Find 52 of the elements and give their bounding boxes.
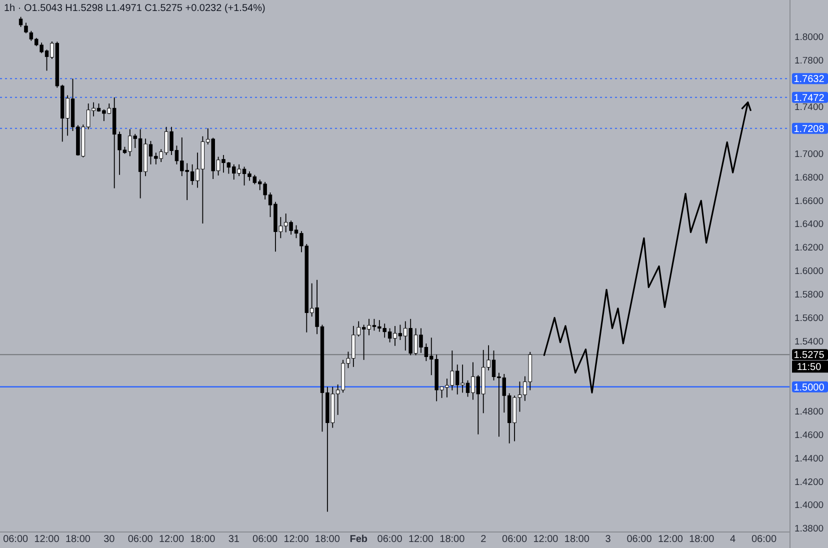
- ref-line-label: 1.7472: [794, 92, 825, 104]
- x-tick-label: 18:00: [689, 534, 715, 545]
- x-tick-label: 18:00: [440, 534, 466, 545]
- y-tick-label: 1.7400: [794, 102, 824, 114]
- x-tick-label: 4: [730, 534, 736, 545]
- y-tick-label: 1.4400: [794, 453, 824, 464]
- x-tick-label: 12:00: [658, 534, 684, 545]
- y-tick-label: 1.6200: [794, 242, 824, 254]
- y-tick-label: 1.7800: [794, 55, 824, 66]
- y-tick-label: 1.5800: [794, 289, 824, 300]
- x-tick-label: 12:00: [159, 534, 184, 545]
- y-tick-label: 1.7000: [794, 148, 824, 160]
- x-tick-label: 06:00: [502, 534, 528, 545]
- y-tick-label: 1.5400: [794, 336, 824, 348]
- x-tick-label: 18:00: [190, 534, 216, 545]
- y-tick-label: 1.4600: [794, 430, 824, 441]
- x-tick-label: 12:00: [408, 534, 434, 545]
- x-tick-label: Feb: [350, 534, 368, 545]
- x-tick-label: 3: [605, 534, 612, 545]
- y-tick-label: 1.3800: [794, 524, 824, 535]
- x-tick-label: 06:00: [752, 534, 777, 545]
- y-tick-label: 1.8000: [794, 32, 824, 43]
- x-tick-label: 06:00: [626, 534, 652, 545]
- y-tick-label: 1.5600: [794, 312, 824, 324]
- x-tick-label: 06:00: [377, 534, 403, 545]
- ref-line-label: 1.7208: [794, 124, 825, 135]
- x-tick-label: 31: [228, 534, 240, 545]
- ref-line-label: 1.5000: [794, 382, 825, 394]
- x-tick-label: 06:00: [128, 534, 154, 545]
- y-tick-label: 1.6800: [794, 172, 824, 184]
- x-tick-label: 06:00: [3, 534, 29, 545]
- x-tick-label: 30: [104, 534, 116, 545]
- candlestick: [18, 16, 23, 28]
- ref-line-label: 1.7632: [794, 74, 825, 86]
- candlestick: [24, 22, 28, 34]
- y-tick-label: 1.6400: [794, 219, 824, 230]
- x-tick-label: 12:00: [284, 534, 310, 545]
- x-tick-label: 2: [480, 534, 487, 545]
- x-tick-label: 18:00: [314, 534, 340, 545]
- x-tick-label: 18:00: [564, 534, 590, 545]
- y-tick-label: 1.4000: [794, 500, 824, 512]
- y-tick-label: 1.4200: [794, 476, 824, 488]
- y-tick-label: 1.6000: [794, 266, 824, 278]
- annotation: 11:50: [796, 362, 822, 374]
- x-tick-label: 06:00: [252, 534, 278, 545]
- ref-line-label: 1.5275: [794, 350, 825, 362]
- y-tick-label: 1.4800: [794, 406, 824, 418]
- x-tick-label: 12:00: [34, 534, 60, 545]
- x-tick-label: 18:00: [65, 534, 91, 545]
- chart-title: 1h · O1.5043 H1.5298 L1.4971 C1.5275 +0.0232 (+1.54%): [4, 3, 266, 14]
- x-tick-label: 12:00: [533, 534, 559, 545]
- y-tick-label: 1.6600: [794, 196, 824, 207]
